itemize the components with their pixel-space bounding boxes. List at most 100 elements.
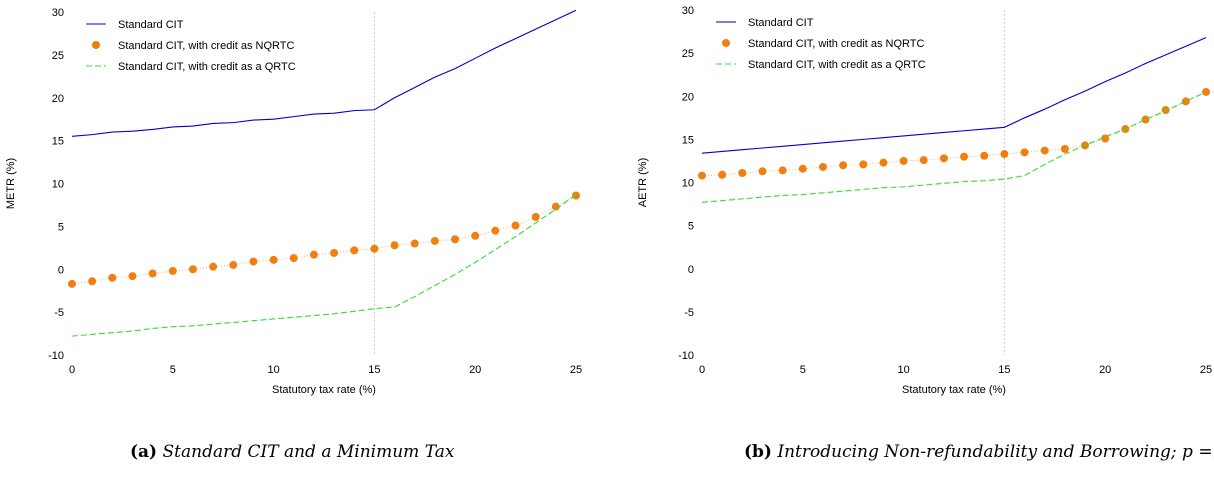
legend-label: Standard CIT, with credit as a QRTC: [748, 59, 926, 71]
legend-swatch-nqrtc: [722, 39, 730, 47]
x-tick-label: 5: [800, 364, 806, 376]
y-tick-label: 15: [52, 136, 64, 148]
data-point-nqrtc: [68, 279, 76, 288]
x-tick-label: 10: [267, 364, 279, 376]
data-point-nqrtc: [128, 272, 137, 281]
data-point-nqrtc: [1060, 144, 1069, 153]
data-point-nqrtc: [491, 226, 500, 235]
data-point-nqrtc: [698, 171, 706, 180]
x-tick-label: 0: [69, 364, 75, 376]
y-tick-label: -10: [48, 350, 64, 362]
data-point-nqrtc: [718, 170, 727, 179]
data-point-nqrtc: [859, 160, 868, 169]
data-point-nqrtc: [390, 241, 399, 250]
data-point-nqrtc: [1161, 106, 1170, 115]
data-point-nqrtc: [188, 265, 197, 274]
data-point-nqrtc: [818, 162, 827, 171]
y-axis-label: AETR (%): [637, 158, 649, 208]
caption-a: (a) Standard CIT and a Minimum Tax: [130, 442, 454, 462]
data-point-nqrtc: [249, 257, 258, 266]
y-tick-label: 20: [52, 93, 64, 105]
x-tick-label: 20: [1099, 364, 1111, 376]
y-tick-label: 10: [682, 178, 694, 190]
data-point-nqrtc: [229, 260, 238, 269]
y-tick-label: 15: [682, 134, 694, 146]
y-tick-label: -10: [678, 350, 694, 362]
data-point-nqrtc: [471, 231, 480, 240]
legend-swatch-nqrtc: [92, 41, 100, 49]
y-tick-label: -5: [684, 307, 694, 319]
data-point-nqrtc: [1181, 97, 1190, 106]
data-point-nqrtc: [980, 151, 989, 160]
data-point-nqrtc: [88, 277, 97, 286]
chart-panel-a: -10 -5 0 5 10 15 20 25 30 0 5 10 15 20 25 Statutory tax…: [5, 7, 582, 396]
caption-b-text: Introducing Non-refundability and Borrow…: [777, 442, 1214, 462]
data-point-nqrtc: [350, 246, 359, 255]
y-tick-label: 10: [52, 179, 64, 191]
data-point-nqrtc: [778, 166, 787, 175]
figure: -10 -5 0 5 10 15 20 25 30 0 5 10 15 20 25 Statutory tax…: [5, 5, 1212, 396]
y-tick-label: 30: [52, 7, 64, 19]
data-point-nqrtc: [168, 266, 177, 275]
x-tick-label: 25: [1200, 364, 1212, 376]
data-point-nqrtc: [209, 262, 218, 271]
legend-label: Standard CIT, with credit as NQRTC: [118, 40, 295, 52]
data-point-nqrtc: [738, 169, 747, 178]
data-point-nqrtc: [370, 244, 379, 253]
legend-label: Standard CIT: [748, 17, 814, 29]
y-tick-label: 0: [58, 264, 64, 276]
caption-b: (b) Introducing Non-refundability and Bo…: [744, 442, 1214, 462]
y-tick-label: 5: [688, 221, 694, 233]
x-tick-label: 10: [897, 364, 909, 376]
data-point-nqrtc: [1141, 115, 1150, 124]
data-point-nqrtc: [148, 269, 157, 278]
y-tick-label: 25: [682, 48, 694, 60]
y-tick-label: 20: [682, 91, 694, 103]
data-point-nqrtc: [108, 273, 117, 282]
data-point-nqrtc: [430, 236, 439, 245]
x-tick-label: 5: [170, 364, 176, 376]
caption-b-prefix: (b): [744, 442, 772, 462]
x-tick-label: 0: [699, 364, 705, 376]
data-point-nqrtc: [511, 221, 520, 230]
caption-a-text: Standard CIT and a Minimum Tax: [162, 442, 455, 462]
y-tick-label: 30: [682, 5, 694, 17]
data-point-nqrtc: [289, 254, 298, 263]
y-tick-label: -5: [54, 307, 64, 319]
x-tick-label: 15: [998, 364, 1010, 376]
data-point-nqrtc: [798, 164, 807, 173]
data-point-nqrtc: [1000, 150, 1009, 159]
y-tick-label: 25: [52, 50, 64, 62]
x-axis-label: Statutory tax rate (%): [272, 384, 376, 396]
y-tick-label: 5: [58, 221, 64, 233]
data-point-nqrtc: [899, 156, 908, 165]
caption-a-prefix: (a): [130, 442, 158, 462]
data-point-nqrtc: [1020, 148, 1029, 157]
data-point-nqrtc: [269, 255, 278, 264]
series-line-standard-cit: [71, 9, 577, 137]
series-line-standard-cit: [701, 37, 1207, 154]
data-point-nqrtc: [309, 250, 318, 259]
x-tick-label: 20: [469, 364, 481, 376]
data-point-nqrtc: [939, 154, 948, 163]
data-point-nqrtc: [410, 239, 419, 248]
x-axis-label: Statutory tax rate (%): [902, 384, 1006, 396]
x-tick-label: 15: [368, 364, 380, 376]
data-point-nqrtc: [572, 191, 580, 200]
legend-label: Standard CIT: [118, 19, 184, 31]
data-point-nqrtc: [919, 156, 928, 165]
series-line-nqrtc: [701, 91, 1207, 176]
data-point-nqrtc: [839, 161, 848, 170]
data-point-nqrtc: [531, 212, 540, 221]
data-point-nqrtc: [960, 152, 969, 161]
series-line-nqrtc: [71, 195, 577, 285]
data-point-nqrtc: [330, 248, 339, 257]
data-point-nqrtc: [551, 202, 560, 211]
data-point-nqrtc: [451, 235, 460, 244]
legend-label: Standard CIT, with credit as a QRTC: [118, 61, 296, 73]
series-line-qrtc: [71, 194, 577, 337]
data-point-nqrtc: [1040, 146, 1049, 155]
chart-panel-b: -10 -5 0 5 10 15 20 25 30 0 5 10 15 20 25 Statutory tax…: [637, 5, 1212, 396]
y-axis-label: METR (%): [5, 158, 17, 209]
y-tick-label: 0: [688, 264, 694, 276]
